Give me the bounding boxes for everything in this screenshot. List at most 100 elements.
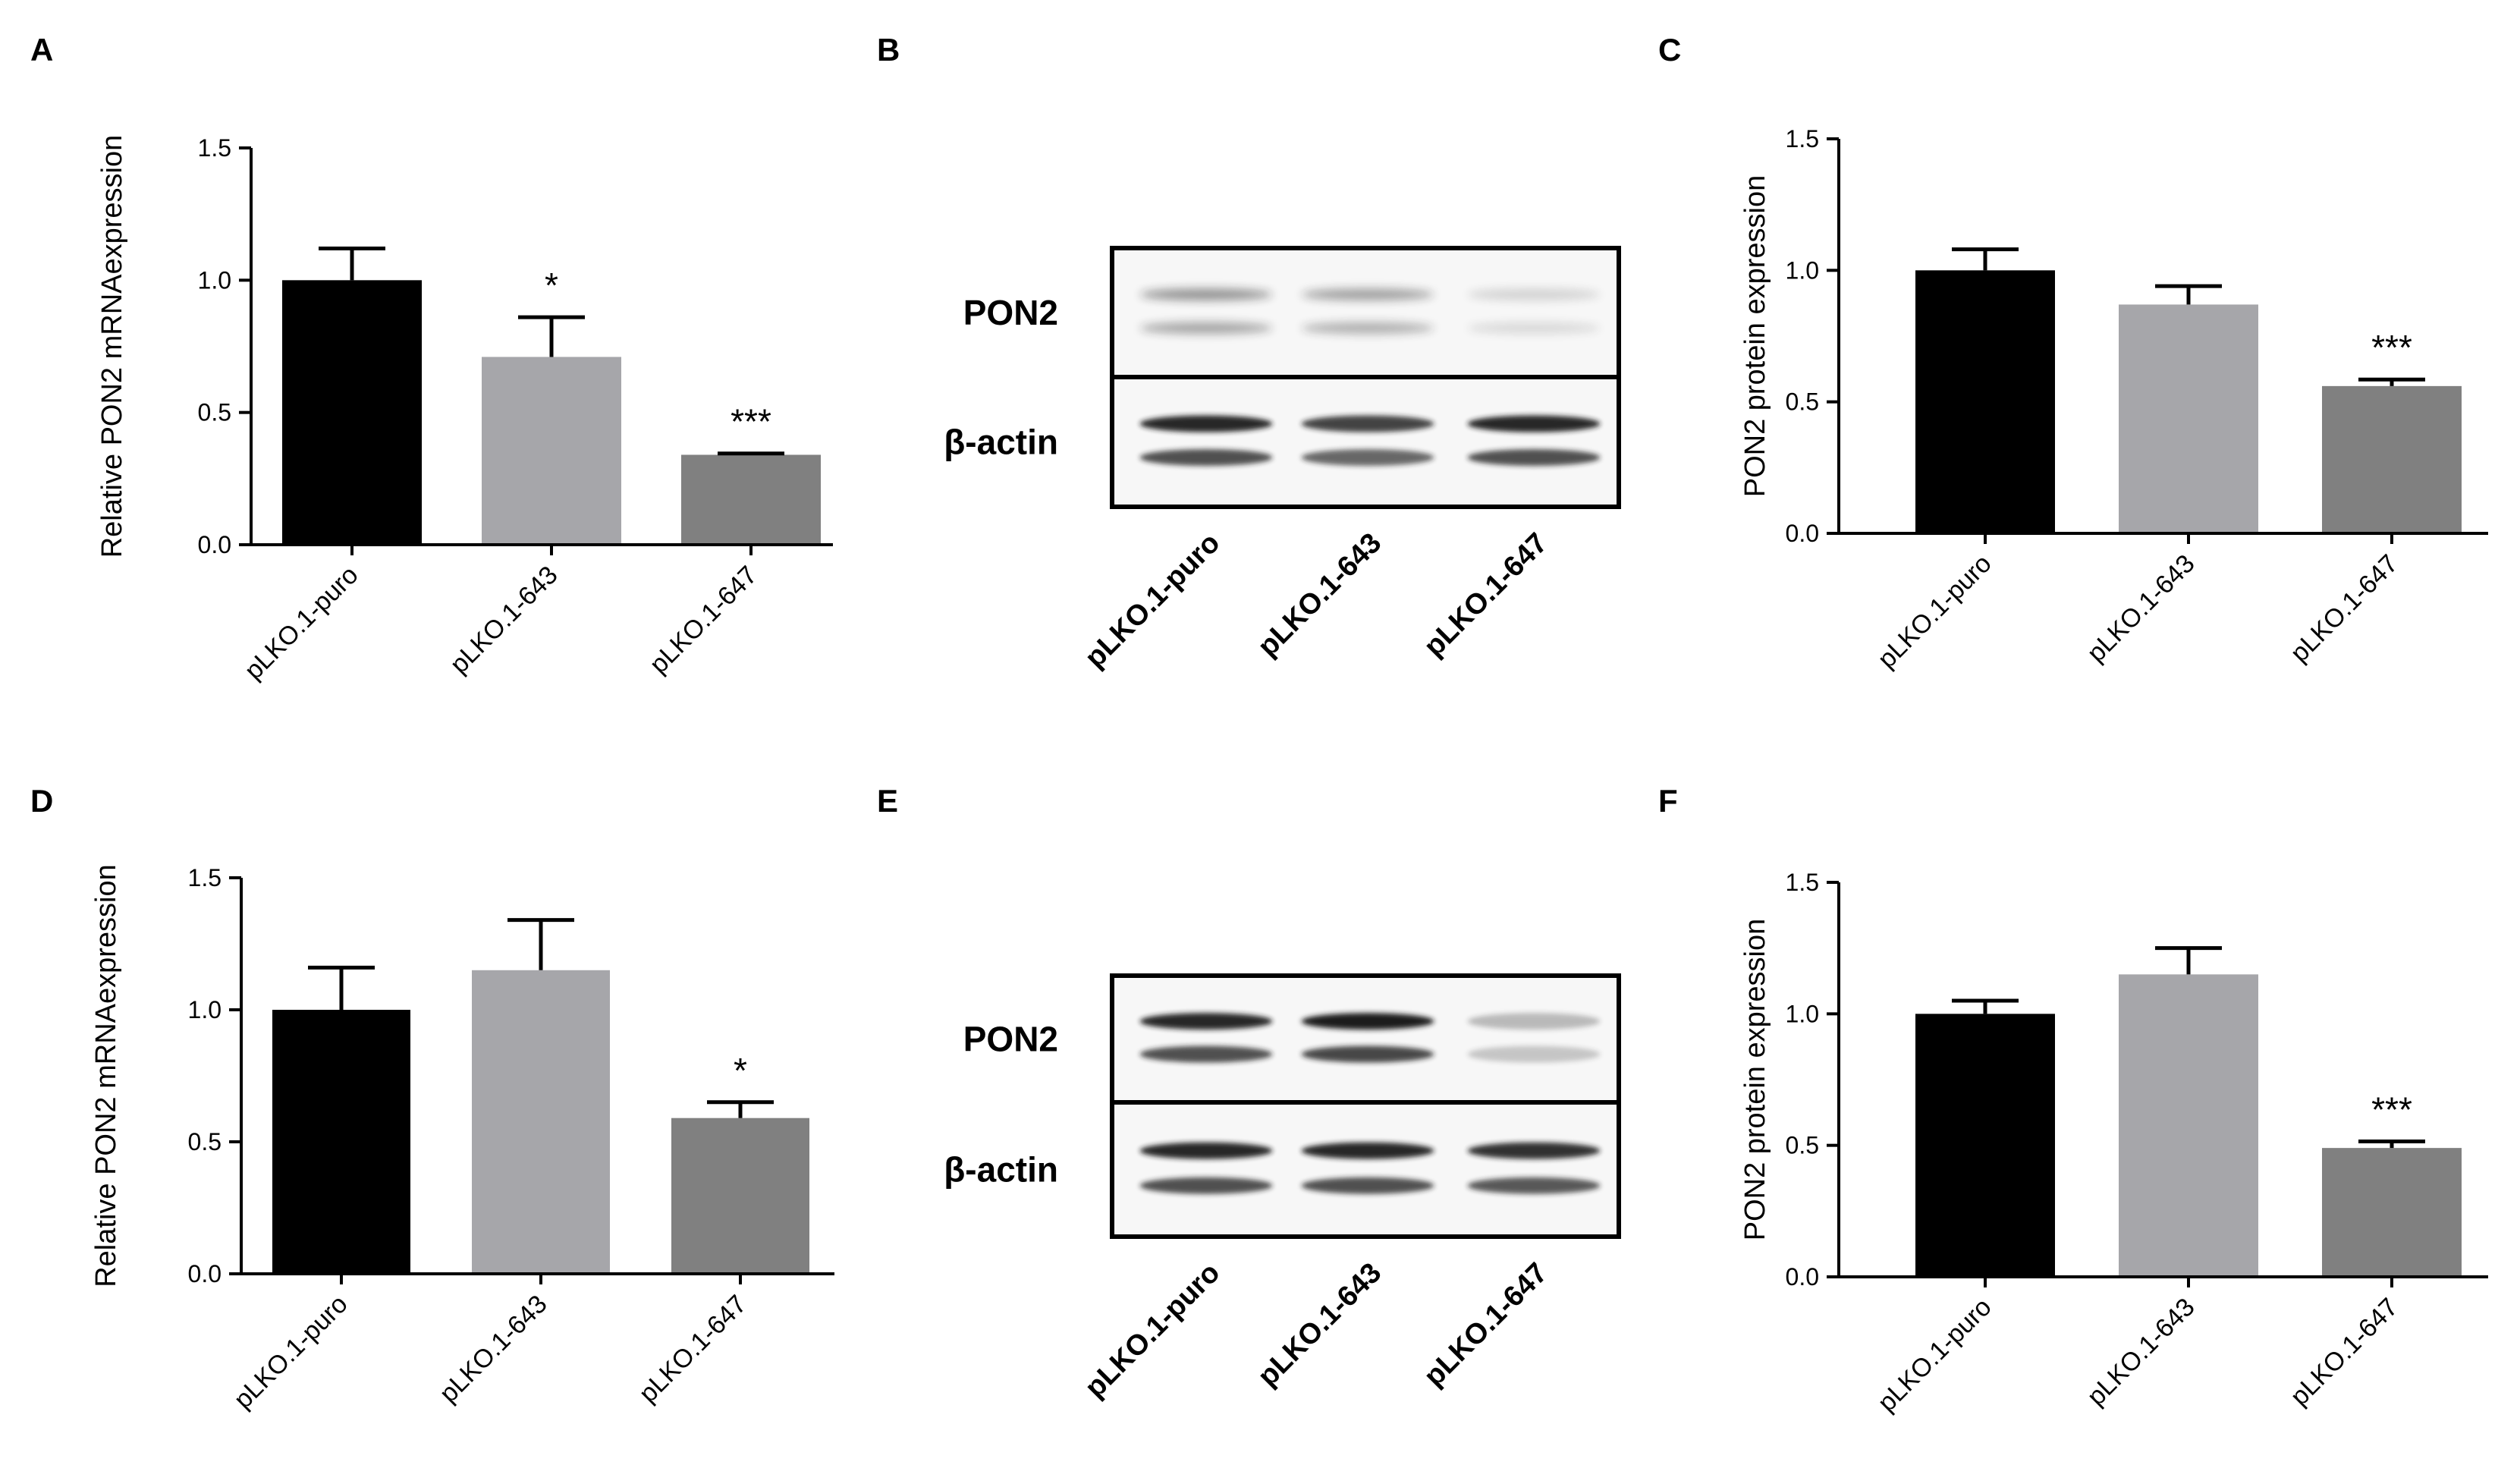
blot-band (1301, 1177, 1434, 1194)
bar-pLKO.1-puro (282, 280, 422, 545)
chart-panel-f: pLKO.1-puro pLKO.1-643 *** pLKO.1-647 0.0 0.5… (1739, 869, 2488, 1417)
panel-label-d: D (30, 783, 53, 819)
blot-band (1139, 288, 1273, 301)
y-tick-label: 0.5 (188, 1128, 222, 1155)
blot-band (1139, 1013, 1273, 1030)
panel-label-e: E (877, 783, 898, 819)
blot-band (1301, 415, 1434, 432)
blot-frame-bottom (1110, 1100, 1621, 1239)
blot-lane-label: pLKO.1-puro (1079, 1257, 1226, 1404)
bar-pLKO.1-643 (482, 357, 621, 545)
bar-pLKO.1-647 (681, 454, 821, 545)
panel-label-b: B (877, 32, 900, 68)
blot-strip-actin (1112, 1102, 1619, 1237)
blot-lane-label: pLKO.1-643 (1252, 1257, 1387, 1393)
y-axis-label: Relative PON2 mRNAexpression (90, 864, 122, 1287)
panel-label-f: F (1658, 783, 1678, 819)
x-tick-label: pLKO.1-647 (644, 561, 763, 680)
y-tick-label: 1.5 (1786, 869, 1819, 896)
significance-label: *** (2371, 1089, 2412, 1129)
blot-row-label: PON2 (963, 1020, 1058, 1059)
x-tick-label: pLKO.1-643 (2082, 1293, 2201, 1412)
y-tick-label: 1.5 (188, 864, 222, 891)
y-tick-label: 0.0 (1786, 520, 1819, 547)
blot-lane-label: pLKO.1-puro (1079, 527, 1226, 674)
western-blot-panel-e: PON2 β-actin pLKO.1-puro pLKO.1-643 pLKO.1-6… (944, 973, 1621, 1404)
blot-band (1301, 1045, 1434, 1063)
blot-strip-actin (1112, 377, 1619, 507)
bar-pLKO.1-puro (272, 1010, 410, 1274)
blot-band (1467, 1013, 1601, 1030)
chart-panel-a: pLKO.1-puro * pLKO.1-643 *** pLKO.1-647 0.0 0.… (96, 134, 833, 685)
blot-band (1301, 1142, 1434, 1159)
bar-pLKO.1-puro (1915, 1014, 2055, 1277)
blot-lane-label: pLKO.1-647 (1418, 527, 1554, 663)
y-tick-label: 0.0 (188, 1260, 222, 1287)
y-tick-label: 0.5 (1786, 1132, 1819, 1159)
blot-band (1139, 322, 1273, 335)
y-tick-label: 1.0 (188, 996, 222, 1023)
blot-band (1301, 322, 1434, 335)
x-tick-label: pLKO.1-puro (1872, 549, 1997, 674)
blot-band (1467, 1177, 1601, 1194)
significance-label: * (545, 266, 558, 305)
bar-pLKO.1-643 (2119, 304, 2258, 533)
x-tick-label: pLKO.1-puro (1872, 1293, 1997, 1418)
blot-band (1467, 415, 1601, 432)
bar-pLKO.1-647 (671, 1118, 809, 1274)
panel-label-c: C (1658, 32, 1681, 68)
blot-band (1139, 449, 1273, 467)
bar-pLKO.1-puro (1915, 270, 2055, 533)
western-blot-panel-b: PON2 β-actin pLKO.1-puro pLKO.1-643 pLKO.1-6… (944, 246, 1621, 674)
blot-row-label: PON2 (963, 293, 1058, 332)
significance-label: *** (2371, 328, 2412, 367)
blot-strip-pon2 (1112, 248, 1619, 377)
blot-band (1467, 1045, 1601, 1063)
significance-label: * (734, 1051, 747, 1090)
blot-row-label: β-actin (944, 423, 1058, 462)
y-tick-label: 1.0 (1786, 256, 1819, 284)
y-tick-label: 1.5 (1786, 125, 1819, 152)
blot-band (1467, 449, 1601, 467)
bar-pLKO.1-647 (2322, 385, 2462, 533)
chart-panel-d: pLKO.1-puro pLKO.1-643 * pLKO.1-647 0.0 0.5 1.… (90, 864, 834, 1414)
y-axis-label: Relative PON2 mRNAexpression (96, 135, 128, 558)
x-tick-label: pLKO.1-643 (2082, 549, 2201, 668)
blot-band (1139, 1045, 1273, 1063)
x-tick-label: pLKO.1-643 (434, 1290, 553, 1409)
blot-band (1139, 1142, 1273, 1159)
y-tick-label: 1.0 (198, 266, 231, 294)
blot-band (1301, 1013, 1434, 1030)
chart-panel-c: pLKO.1-puro pLKO.1-643 *** pLKO.1-647 0.0 0.5… (1739, 125, 2488, 674)
blot-band (1301, 449, 1434, 467)
y-tick-label: 0.0 (1786, 1263, 1819, 1291)
y-tick-label: 0.5 (1786, 388, 1819, 416)
bar-pLKO.1-643 (472, 970, 610, 1274)
blot-lane-label: pLKO.1-647 (1418, 1257, 1554, 1393)
y-tick-label: 1.0 (1786, 1000, 1819, 1027)
x-tick-label: pLKO.1-puro (228, 1290, 353, 1415)
y-axis-label: PON2 protein expression (1739, 919, 1771, 1241)
blot-lane-label: pLKO.1-643 (1252, 527, 1387, 663)
blot-band (1467, 322, 1601, 335)
x-tick-label: pLKO.1-647 (2285, 549, 2404, 668)
significance-label: *** (731, 402, 771, 442)
y-tick-label: 0.0 (198, 531, 231, 558)
blot-strip-pon2 (1112, 976, 1619, 1102)
x-tick-label: pLKO.1-647 (633, 1290, 753, 1409)
blot-band (1467, 1142, 1601, 1159)
x-tick-label: pLKO.1-647 (2285, 1293, 2404, 1412)
blot-band (1301, 288, 1434, 301)
blot-frame-bottom (1110, 375, 1621, 509)
bar-pLKO.1-647 (2322, 1148, 2462, 1277)
blot-band (1467, 288, 1601, 301)
x-tick-label: pLKO.1-puro (239, 561, 364, 686)
y-tick-label: 1.5 (198, 134, 231, 162)
y-axis-label: PON2 protein expression (1739, 175, 1771, 498)
y-tick-label: 0.5 (198, 399, 231, 426)
bar-pLKO.1-643 (2119, 974, 2258, 1277)
blot-band (1139, 1177, 1273, 1194)
x-tick-label: pLKO.1-643 (445, 561, 564, 680)
panel-label-a: A (30, 32, 53, 68)
